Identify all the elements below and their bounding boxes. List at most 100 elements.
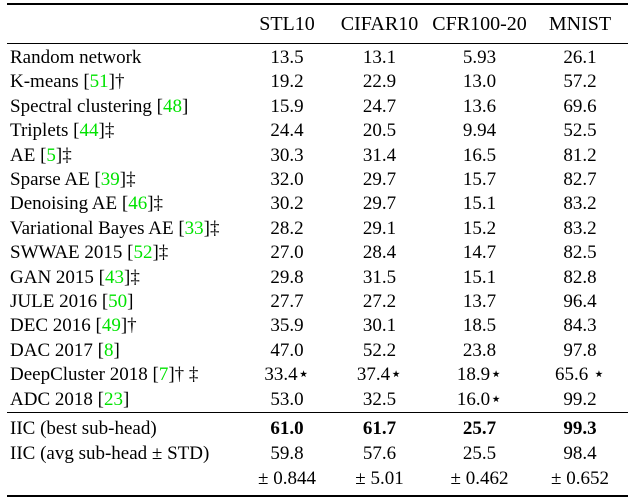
- table-row: DEC 2016 [49]† 35.9 30.1 18.5 84.3: [7, 314, 628, 338]
- metric-value: 15.2: [462, 217, 497, 239]
- table-row: Denoising AE [46]‡ 30.2 29.7 15.1 83.2: [7, 192, 628, 216]
- table-header: STL10 CIFAR10 CFR100-20 MNIST: [7, 3, 628, 44]
- metric-value: 24.7: [362, 95, 397, 117]
- citation-link[interactable]: 7: [158, 364, 169, 386]
- metric-value: 27.7: [270, 291, 304, 313]
- header-row: STL10 CIFAR10 CFR100-20 MNIST: [7, 3, 628, 44]
- table-row: Variational Bayes AE [33]‡ 28.2 29.1 15.2 83…: [7, 217, 628, 241]
- column-header-cfr100-20: CFR100-20: [427, 3, 532, 44]
- table-row: K-means [51]† 19.2 22.9 13.0 57.2: [7, 70, 628, 94]
- method-label: [7, 466, 242, 498]
- citation-link[interactable]: 5: [46, 144, 56, 166]
- results-table: STL10 CIFAR10 CFR100-20 MNIST Random net…: [7, 3, 628, 498]
- table-row: GAN 2015 [43]‡ 29.8 31.5 15.1 82.8: [7, 266, 628, 290]
- citation-link[interactable]: 51: [89, 71, 109, 93]
- metric-value: 82.5: [563, 242, 597, 264]
- metric-value: 31.4: [362, 144, 397, 166]
- metric-value: 99.2: [563, 388, 597, 410]
- metric-value: ± 0.844: [242, 466, 332, 498]
- metric-value: 14.7: [462, 242, 497, 264]
- table-row: ADC 2018 [23] 53.0 32.5 16.0⋆ 99.2: [7, 388, 628, 413]
- metric-value: 61.7: [332, 412, 427, 442]
- metric-value: 13.1: [362, 47, 397, 68]
- table-row: DAC 2017 [8] 47.0 52.2 23.8 97.8: [7, 339, 628, 363]
- citation-link[interactable]: 44: [79, 120, 99, 142]
- table-body-methods: Random network 13.5 13.1 5.93 26.1 K-means [5…: [7, 44, 628, 413]
- metric-value: 97.8: [563, 339, 597, 361]
- metric-value: 15.1: [462, 266, 497, 288]
- metric-value: 26.1: [563, 47, 597, 68]
- column-header-stl10: STL10: [242, 3, 332, 44]
- metric-value: 33.4⋆: [264, 364, 310, 386]
- metric-value: ± 0.462: [427, 466, 532, 498]
- method-label: K-means [51]†: [10, 71, 125, 93]
- metric-value: 25.5: [462, 443, 497, 465]
- metric-value: 52.2: [362, 339, 397, 361]
- metric-value: 28.2: [270, 217, 304, 239]
- metric-value: 81.2: [563, 144, 597, 166]
- metric-value: 18.9⋆: [456, 364, 503, 386]
- metric-value: 69.6: [563, 95, 597, 117]
- metric-value: 24.4: [270, 120, 304, 142]
- metric-value: 30.2: [270, 193, 304, 215]
- citation-link[interactable]: 8: [103, 339, 114, 361]
- citation-link[interactable]: 23: [103, 388, 123, 410]
- method-label: DEC 2016 [49]†: [10, 315, 137, 337]
- metric-value: 16.0⋆: [456, 388, 503, 410]
- metric-value: 30.1: [362, 315, 397, 337]
- metric-value: 15.1: [462, 193, 497, 215]
- metric-value: 25.7: [427, 412, 532, 442]
- metric-value: ± 0.652: [532, 466, 628, 498]
- citation-link[interactable]: 50: [108, 291, 128, 313]
- metric-value: 37.4⋆: [356, 364, 403, 386]
- citation-link[interactable]: 48: [163, 95, 183, 117]
- citation-link[interactable]: 39: [100, 169, 120, 191]
- metric-value: 30.3: [270, 144, 304, 166]
- method-label: DeepCluster 2018 [7]† ‡: [10, 364, 199, 386]
- metric-value: 32.0: [270, 169, 304, 191]
- table-row: Spectral clustering [48] 15.9 24.7 13.6 69.6: [7, 95, 628, 119]
- citation-link[interactable]: 43: [105, 266, 124, 288]
- metric-value: 13.0: [462, 71, 497, 93]
- metric-value: 61.0: [242, 412, 332, 442]
- metric-value: 35.9: [270, 315, 304, 337]
- metric-value: 29.7: [362, 169, 397, 191]
- table-row: Random network 13.5 13.1 5.93 26.1: [7, 44, 628, 71]
- method-label: GAN 2015 [43]‡: [10, 266, 140, 288]
- metric-value: 96.4: [563, 291, 597, 313]
- metric-value: 18.5: [462, 315, 497, 337]
- table-row: Triplets [44]‡ 24.4 20.5 9.94 52.5: [7, 119, 628, 143]
- metric-value: 99.3: [532, 412, 628, 442]
- method-label: Random network: [10, 47, 142, 68]
- metric-value: 13.6: [462, 95, 497, 117]
- metric-value: 29.1: [362, 217, 397, 239]
- table-row: ± 0.844 ± 5.01 ± 0.462 ± 0.652: [7, 466, 628, 498]
- column-header-mnist: MNIST: [532, 3, 628, 44]
- metric-value: 83.2: [563, 217, 597, 239]
- method-label: SWWAE 2015 [52]‡: [10, 242, 169, 264]
- method-label: ADC 2018 [23]: [10, 388, 130, 410]
- citation-link[interactable]: 52: [133, 242, 153, 264]
- table-row: Sparse AE [39]‡ 32.0 29.7 15.7 82.7: [7, 168, 628, 192]
- method-label: DAC 2017 [8]: [10, 339, 120, 361]
- metric-value: 22.9: [362, 71, 397, 93]
- citation-link[interactable]: 46: [128, 193, 148, 215]
- table-row: AE [5]‡ 30.3 31.4 16.5 81.2: [7, 144, 628, 168]
- table-row: DeepCluster 2018 [7]† ‡ 33.4⋆ 37.4⋆ 18.9⋆ 65…: [7, 363, 628, 387]
- metric-value: 29.8: [270, 266, 304, 288]
- method-label: Sparse AE [39]‡: [10, 169, 136, 191]
- metric-value: 57.6: [362, 443, 397, 465]
- header-corner: [7, 3, 242, 44]
- method-label: Variational Bayes AE [33]‡: [10, 217, 220, 239]
- metric-value: 31.5: [362, 266, 397, 288]
- citation-link[interactable]: 33: [184, 217, 204, 239]
- metric-value: ± 5.01: [332, 466, 427, 498]
- metric-value: 83.2: [563, 193, 597, 215]
- metric-value: 98.4: [563, 443, 597, 465]
- method-label: IIC (avg sub-head ± STD): [10, 443, 210, 465]
- citation-link[interactable]: 49: [101, 315, 121, 337]
- metric-value: 84.3: [563, 315, 597, 337]
- method-label: Denoising AE [46]‡: [10, 193, 164, 215]
- metric-value: 13.5: [270, 47, 304, 68]
